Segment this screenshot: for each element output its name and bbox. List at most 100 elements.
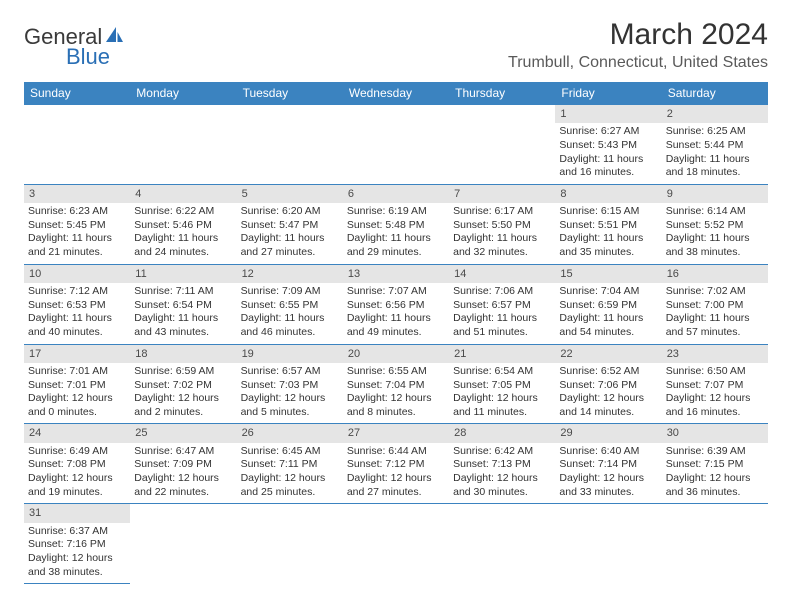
day-number: 13 [343,265,449,283]
day-info: Sunrise: 7:06 AMSunset: 6:57 PMDaylight:… [449,283,555,344]
sunrise-text: Sunrise: 6:50 AM [666,365,764,379]
daylight-text: Daylight: 12 hours [453,472,551,486]
daylight-text: Daylight: 12 hours [28,472,126,486]
day-number: 2 [662,105,768,123]
sunrise-text: Sunrise: 6:23 AM [28,205,126,219]
daylight-text: Daylight: 11 hours [559,312,657,326]
day-number: 11 [130,265,236,283]
calendar-cell: 24Sunrise: 6:49 AMSunset: 7:08 PMDayligh… [24,424,130,504]
calendar-cell: 21Sunrise: 6:54 AMSunset: 7:05 PMDayligh… [449,344,555,424]
daylight-text: and 36 minutes. [666,486,764,500]
sunset-text: Sunset: 7:07 PM [666,379,764,393]
sunrise-text: Sunrise: 7:09 AM [241,285,339,299]
day-number: 10 [24,265,130,283]
calendar-cell: 23Sunrise: 6:50 AMSunset: 7:07 PMDayligh… [662,344,768,424]
sunrise-text: Sunrise: 7:04 AM [559,285,657,299]
daylight-text: Daylight: 12 hours [347,472,445,486]
daylight-text: Daylight: 11 hours [241,232,339,246]
day-number: 4 [130,185,236,203]
daylight-text: Daylight: 12 hours [28,392,126,406]
sunrise-text: Sunrise: 7:12 AM [28,285,126,299]
calendar-cell: .. [662,504,768,584]
sunset-text: Sunset: 5:44 PM [666,139,764,153]
daylight-text: and 27 minutes. [347,486,445,500]
calendar-cell: 1Sunrise: 6:27 AMSunset: 5:43 PMDaylight… [555,105,661,184]
day-number: 26 [237,424,343,442]
calendar-week: 3Sunrise: 6:23 AMSunset: 5:45 PMDaylight… [24,184,768,264]
daylight-text: and 2 minutes. [134,406,232,420]
day-number: 6 [343,185,449,203]
calendar-cell: .. [237,105,343,184]
sunset-text: Sunset: 5:51 PM [559,219,657,233]
daylight-text: Daylight: 12 hours [559,472,657,486]
calendar-cell: .. [343,105,449,184]
calendar-cell: 4 Sunrise: 6:22 AMSunset: 5:46 PMDaylight… [130,184,236,264]
calendar-cell: 20Sunrise: 6:55 AMSunset: 7:04 PMDayligh… [343,344,449,424]
sunset-text: Sunset: 7:06 PM [559,379,657,393]
sunset-text: Sunset: 7:00 PM [666,299,764,313]
calendar-cell: 19Sunrise: 6:57 AMSunset: 7:03 PMDayligh… [237,344,343,424]
day-number: 27 [343,424,449,442]
sunset-text: Sunset: 5:43 PM [559,139,657,153]
day-number: 19 [237,345,343,363]
day-info: Sunrise: 6:55 AMSunset: 7:04 PMDaylight:… [343,363,449,424]
calendar-cell: 27Sunrise: 6:44 AMSunset: 7:12 PMDayligh… [343,424,449,504]
daylight-text: Daylight: 11 hours [134,312,232,326]
calendar-cell: 11Sunrise: 7:11 AMSunset: 6:54 PMDayligh… [130,264,236,344]
sunrise-text: Sunrise: 6:17 AM [453,205,551,219]
sunset-text: Sunset: 5:47 PM [241,219,339,233]
day-info: Sunrise: 6:42 AMSunset: 7:13 PMDaylight:… [449,443,555,504]
daylight-text: Daylight: 12 hours [241,392,339,406]
daylight-text: and 0 minutes. [28,406,126,420]
sunrise-text: Sunrise: 6:59 AM [134,365,232,379]
day-info: Sunrise: 6:54 AMSunset: 7:05 PMDaylight:… [449,363,555,424]
daylight-text: and 38 minutes. [28,566,126,580]
title-block: March 2024 Trumbull, Connecticut, United… [508,18,768,72]
daylight-text: Daylight: 12 hours [28,552,126,566]
day-number: 1 [555,105,661,123]
day-number: 3 [24,185,130,203]
day-number: 16 [662,265,768,283]
calendar-cell: 5Sunrise: 6:20 AMSunset: 5:47 PMDaylight… [237,184,343,264]
calendar-cell: .. [343,504,449,584]
calendar-week: 17Sunrise: 7:01 AMSunset: 7:01 PMDayligh… [24,344,768,424]
day-info: Sunrise: 6:14 AMSunset: 5:52 PMDaylight:… [662,203,768,264]
calendar-cell: 26Sunrise: 6:45 AMSunset: 7:11 PMDayligh… [237,424,343,504]
day-header-row: Sunday Monday Tuesday Wednesday Thursday… [24,82,768,105]
daylight-text: and 16 minutes. [666,406,764,420]
sunrise-text: Sunrise: 7:11 AM [134,285,232,299]
day-number: 28 [449,424,555,442]
day-number: 23 [662,345,768,363]
daylight-text: Daylight: 11 hours [453,312,551,326]
calendar-cell: 29Sunrise: 6:40 AMSunset: 7:14 PMDayligh… [555,424,661,504]
calendar-cell: 2Sunrise: 6:25 AMSunset: 5:44 PMDaylight… [662,105,768,184]
day-number: 30 [662,424,768,442]
sunset-text: Sunset: 5:50 PM [453,219,551,233]
sunrise-text: Sunrise: 6:37 AM [28,525,126,539]
daylight-text: and 43 minutes. [134,326,232,340]
daylight-text: and 27 minutes. [241,246,339,260]
day-number: 29 [555,424,661,442]
day-info: Sunrise: 7:04 AMSunset: 6:59 PMDaylight:… [555,283,661,344]
sunrise-text: Sunrise: 6:25 AM [666,125,764,139]
calendar-cell: 22Sunrise: 6:52 AMSunset: 7:06 PMDayligh… [555,344,661,424]
daylight-text: Daylight: 11 hours [134,232,232,246]
sunrise-text: Sunrise: 6:55 AM [347,365,445,379]
sunset-text: Sunset: 5:46 PM [134,219,232,233]
daylight-text: Daylight: 12 hours [134,392,232,406]
calendar-cell: .. [449,105,555,184]
day-header: Sunday [24,82,130,105]
sunset-text: Sunset: 5:52 PM [666,219,764,233]
sunrise-text: Sunrise: 6:22 AM [134,205,232,219]
day-header: Monday [130,82,236,105]
daylight-text: Daylight: 12 hours [241,472,339,486]
sunset-text: Sunset: 6:54 PM [134,299,232,313]
day-info: Sunrise: 7:12 AMSunset: 6:53 PMDaylight:… [24,283,130,344]
calendar-week: 31Sunrise: 6:37 AMSunset: 7:16 PMDayligh… [24,504,768,584]
day-number: 18 [130,345,236,363]
day-info: Sunrise: 7:11 AMSunset: 6:54 PMDaylight:… [130,283,236,344]
daylight-text: and 5 minutes. [241,406,339,420]
sunset-text: Sunset: 6:53 PM [28,299,126,313]
calendar-cell: 30Sunrise: 6:39 AMSunset: 7:15 PMDayligh… [662,424,768,504]
sunset-text: Sunset: 6:55 PM [241,299,339,313]
